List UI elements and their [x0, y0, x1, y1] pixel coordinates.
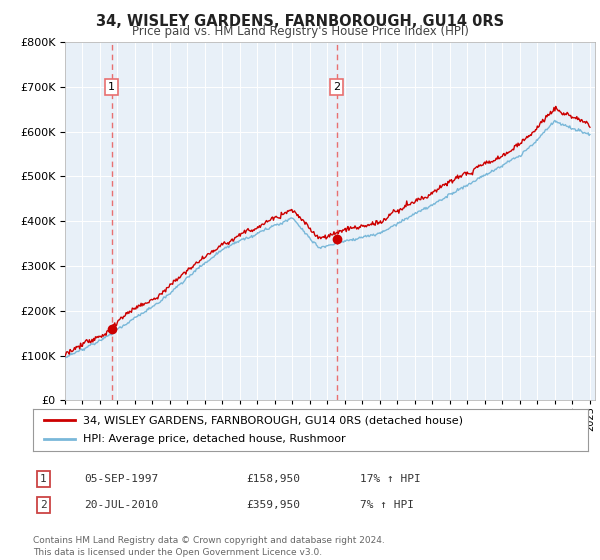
- Text: £359,950: £359,950: [246, 500, 300, 510]
- Text: Contains HM Land Registry data © Crown copyright and database right 2024.
This d: Contains HM Land Registry data © Crown c…: [33, 536, 385, 557]
- Text: HPI: Average price, detached house, Rushmoor: HPI: Average price, detached house, Rush…: [83, 435, 346, 445]
- Text: 1: 1: [40, 474, 47, 484]
- Text: 05-SEP-1997: 05-SEP-1997: [84, 474, 158, 484]
- Text: 20-JUL-2010: 20-JUL-2010: [84, 500, 158, 510]
- Text: 2: 2: [333, 82, 340, 92]
- Text: Price paid vs. HM Land Registry's House Price Index (HPI): Price paid vs. HM Land Registry's House …: [131, 25, 469, 38]
- Text: 2: 2: [40, 500, 47, 510]
- Text: 17% ↑ HPI: 17% ↑ HPI: [360, 474, 421, 484]
- Text: 34, WISLEY GARDENS, FARNBOROUGH, GU14 0RS (detached house): 34, WISLEY GARDENS, FARNBOROUGH, GU14 0R…: [83, 415, 463, 425]
- Text: 7% ↑ HPI: 7% ↑ HPI: [360, 500, 414, 510]
- Text: £158,950: £158,950: [246, 474, 300, 484]
- Text: 1: 1: [108, 82, 115, 92]
- Text: 34, WISLEY GARDENS, FARNBOROUGH, GU14 0RS: 34, WISLEY GARDENS, FARNBOROUGH, GU14 0R…: [96, 14, 504, 29]
